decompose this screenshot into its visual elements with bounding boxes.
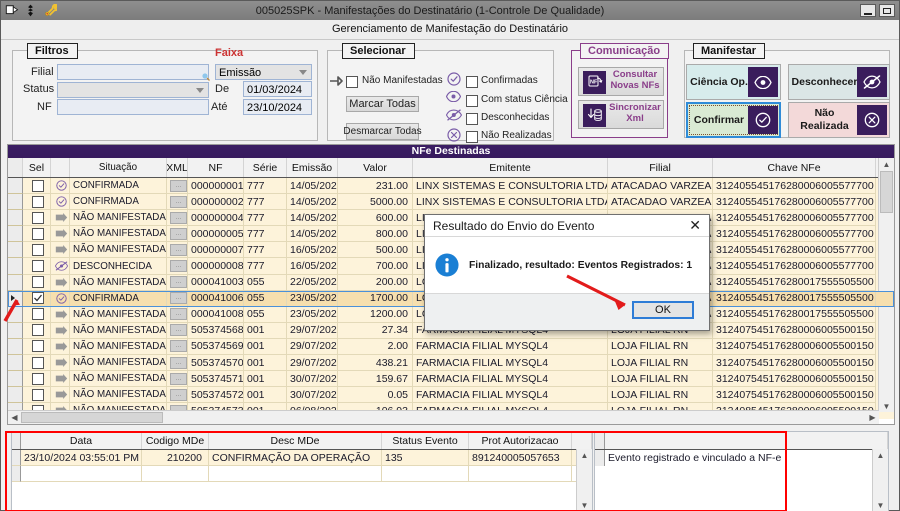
svg-text:NF: NF: [590, 79, 598, 85]
